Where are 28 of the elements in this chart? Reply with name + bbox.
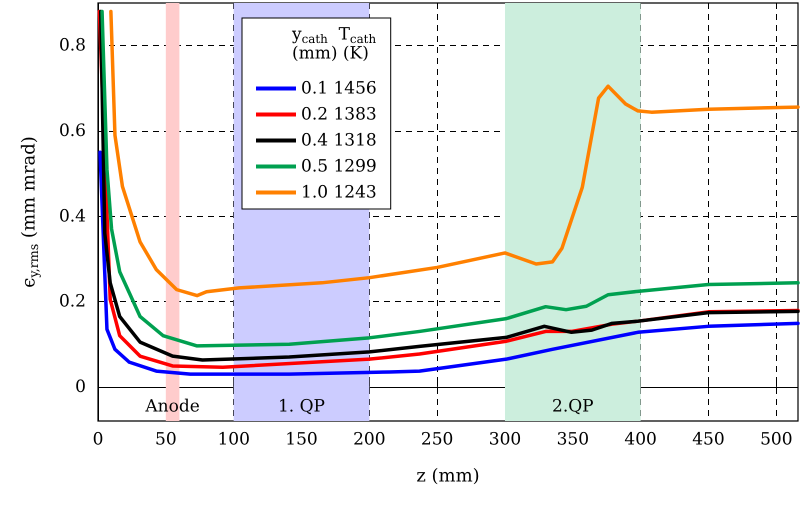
y-tick-label: 0.8 <box>58 36 86 56</box>
x-tick-label: 200 <box>353 430 386 450</box>
line-series <box>109 10 800 298</box>
band-label: 1. QP <box>278 396 325 416</box>
y-tick-label: 0.4 <box>58 206 86 226</box>
x-axis-title: z (mm) <box>416 466 480 486</box>
y-tick-label: 0.6 <box>58 120 86 141</box>
y-tick-label: 0 <box>75 376 86 397</box>
legend-label: 0.2 1383 <box>301 104 377 124</box>
legend-label: 0.4 1318 <box>301 130 377 150</box>
y-tick-label: 0.2 <box>58 292 86 312</box>
legend-label: 1.0 1243 <box>301 182 377 202</box>
x-tick-label: 350 <box>556 430 590 450</box>
y-axis-title: ϵy,rms (mm mrad) <box>18 136 41 288</box>
x-tick-label: 300 <box>488 430 522 450</box>
x-tick-label: 450 <box>692 430 725 450</box>
x-tick-label: 400 <box>624 430 657 450</box>
band-label: 2.QP <box>552 396 594 416</box>
x-tick-label: 100 <box>217 430 250 450</box>
x-tick-label: 150 <box>285 430 318 450</box>
x-tick-label: 50 <box>155 430 177 450</box>
x-tick-label: 0 <box>92 430 104 450</box>
legend-label: 0.5 1299 <box>301 156 377 176</box>
x-tick-label: 500 <box>760 430 793 450</box>
band-label: Anode <box>144 396 200 416</box>
line-series <box>98 150 800 376</box>
x-tick-label: 250 <box>420 430 454 450</box>
legend-label: 0.1 1456 <box>301 78 377 98</box>
